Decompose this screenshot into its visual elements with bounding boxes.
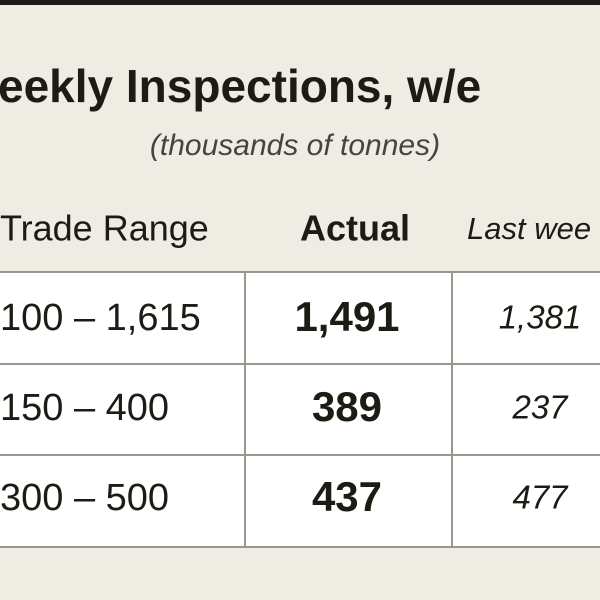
- table-cell: 477: [512, 479, 569, 516]
- table-cell: 389: [312, 383, 382, 430]
- table-cell: 1,381: [499, 299, 582, 336]
- grid: [0, 271, 600, 548]
- table-cell: 237: [511, 389, 569, 426]
- title: eekly Inspections, w/e: [0, 60, 481, 112]
- subtitle: (thousands of tonnes): [150, 129, 440, 162]
- table-cell: 100 – 1,615: [0, 297, 201, 339]
- column-header: Actual: [300, 208, 410, 249]
- table-rows: 100 – 1,615 1,491 1,381 150 – 400 389 237 300 …: [0, 293, 581, 520]
- table-cell: 1,491: [294, 293, 399, 340]
- table-body: [0, 272, 600, 548]
- column-header: Trade Range: [0, 208, 209, 249]
- top-border: [0, 0, 600, 5]
- table-cell: 437: [312, 473, 382, 520]
- column-header: Last wee: [467, 211, 591, 246]
- table-cell: 150 – 400: [0, 387, 169, 429]
- table-cell: 300 – 500: [0, 477, 169, 519]
